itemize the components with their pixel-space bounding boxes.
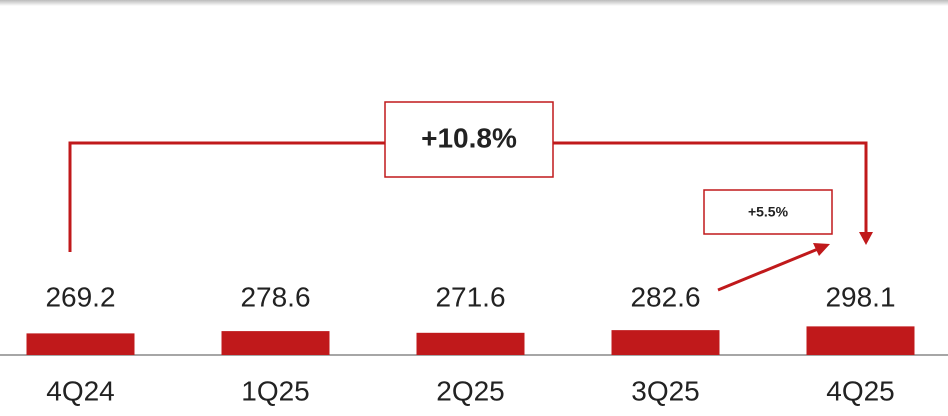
x-tick-label: 1Q25 <box>241 375 310 406</box>
x-tick-label: 4Q24 <box>46 375 115 406</box>
growth-arrowhead <box>813 243 830 256</box>
data-label: 269.2 <box>45 281 115 312</box>
annotation: +5.5% <box>748 204 789 220</box>
top-shadow <box>0 0 948 6</box>
bar <box>611 330 720 355</box>
bar <box>26 333 135 355</box>
bracket-left <box>68 141 385 252</box>
bracket-arrowhead <box>859 232 873 245</box>
data-label: 271.6 <box>435 281 505 312</box>
x-tick-label: 3Q25 <box>631 375 700 406</box>
bracket-right <box>553 141 868 232</box>
annotation: +10.8% <box>421 122 517 153</box>
annotation-box <box>703 189 833 235</box>
x-tick-label: 2Q25 <box>436 375 505 406</box>
bar <box>221 331 330 355</box>
data-label: 282.6 <box>630 281 700 312</box>
x-tick-label: 4Q25 <box>826 375 895 406</box>
growth-arrow <box>717 247 819 292</box>
data-label: 278.6 <box>240 281 310 312</box>
data-label: 298.1 <box>825 281 895 312</box>
bar <box>416 332 525 355</box>
bar <box>806 326 915 355</box>
annotation-box <box>384 101 554 178</box>
